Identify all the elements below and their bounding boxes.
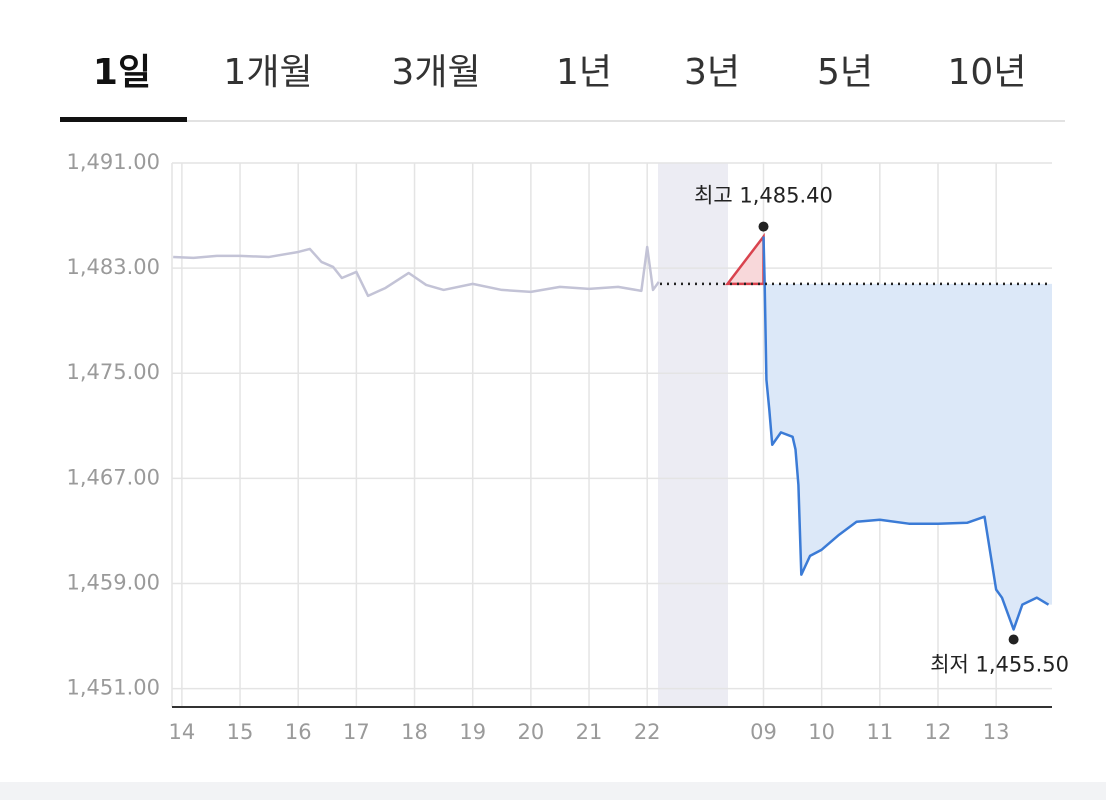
x-tick-label: 18 bbox=[401, 720, 428, 744]
x-tick-label: 11 bbox=[866, 720, 893, 744]
closed-market-band bbox=[658, 163, 728, 707]
period-tab[interactable]: 1개월 bbox=[223, 52, 312, 93]
x-tick-label: 14 bbox=[169, 720, 196, 744]
period-tab[interactable]: 3개월 bbox=[391, 52, 480, 93]
extreme-dot bbox=[1008, 634, 1019, 645]
period-tab[interactable]: 1년 bbox=[556, 52, 612, 93]
x-tick-label: 21 bbox=[576, 720, 603, 744]
period-tab[interactable]: 3년 bbox=[684, 52, 740, 93]
x-tick-label: 22 bbox=[634, 720, 661, 744]
extreme-label: 최저 1,455.50 bbox=[930, 652, 1069, 676]
y-tick-label: 1,459.00 bbox=[66, 570, 160, 594]
extreme-dot bbox=[758, 221, 769, 232]
x-tick-label: 16 bbox=[285, 720, 312, 744]
period-tab[interactable]: 1일 bbox=[93, 52, 151, 93]
extreme-label: 최고 1,485.40 bbox=[694, 184, 833, 208]
bottom-strip bbox=[0, 782, 1106, 800]
period-tab[interactable]: 10년 bbox=[948, 52, 1027, 93]
period-tab[interactable]: 5년 bbox=[817, 52, 873, 93]
rise-wedge bbox=[724, 232, 765, 286]
x-tick-label: 20 bbox=[517, 720, 544, 744]
y-tick-label: 1,483.00 bbox=[66, 255, 160, 279]
x-tick-label: 10 bbox=[808, 720, 835, 744]
x-tick-label: 15 bbox=[227, 720, 254, 744]
tab-underline bbox=[60, 117, 187, 122]
area-fill bbox=[763, 236, 1052, 630]
y-tick-label: 1,475.00 bbox=[66, 360, 160, 384]
x-tick-label: 19 bbox=[459, 720, 486, 744]
y-tick-label: 1,491.00 bbox=[66, 150, 160, 174]
x-tick-label: 12 bbox=[925, 720, 952, 744]
x-tick-label: 09 bbox=[750, 720, 777, 744]
price-line bbox=[762, 236, 1050, 631]
y-tick-label: 1,451.00 bbox=[66, 676, 160, 700]
price-line bbox=[173, 245, 660, 298]
y-tick-label: 1,467.00 bbox=[66, 465, 160, 489]
x-tick-label: 17 bbox=[343, 720, 370, 744]
x-tick-label: 13 bbox=[983, 720, 1010, 744]
